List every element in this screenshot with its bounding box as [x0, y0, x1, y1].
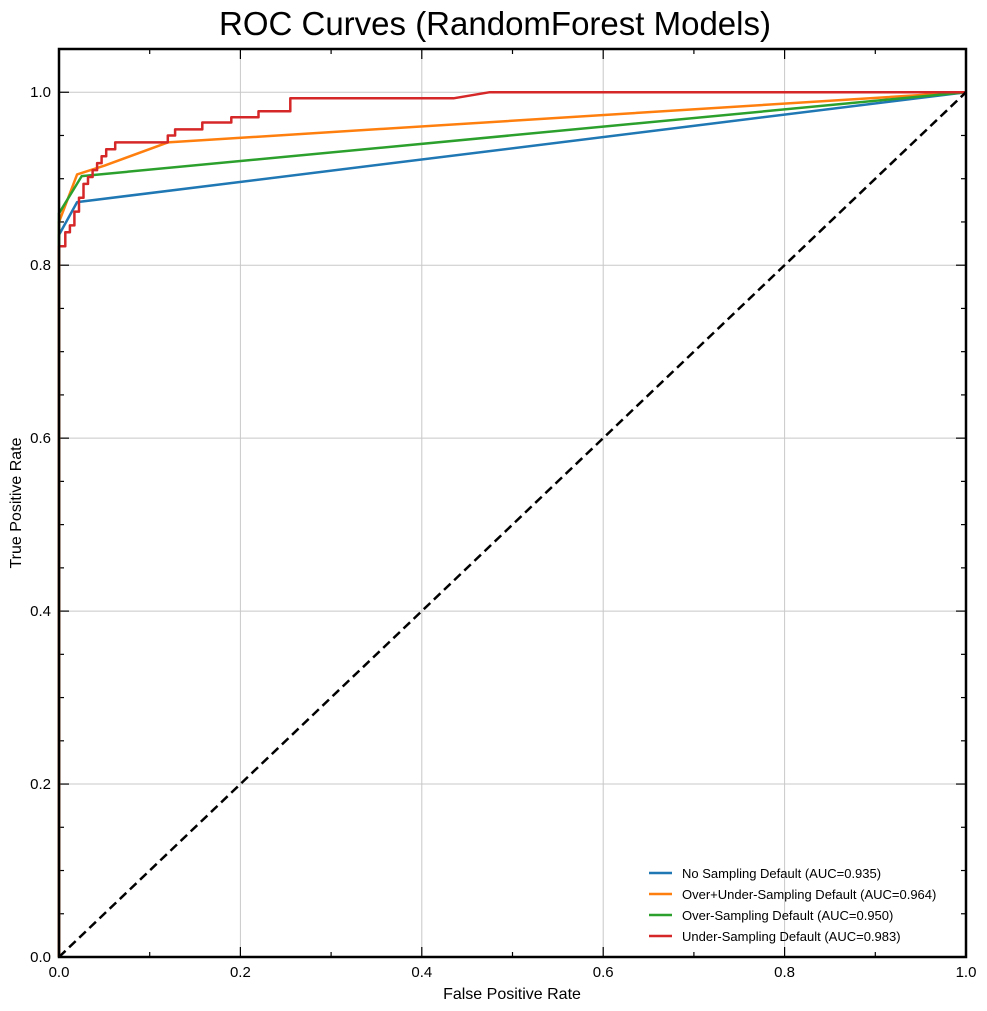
- chance-diagonal-line: [58, 91, 967, 958]
- legend-label: Over+Under-Sampling Default (AUC=0.964): [682, 887, 936, 902]
- chart-title: ROC Curves (RandomForest Models): [219, 5, 771, 42]
- y-axis-label: True Positive Rate: [8, 437, 25, 568]
- grid-lines: [58, 49, 967, 958]
- x-tick-label: 0.2: [230, 964, 251, 981]
- series-group: [57, 90, 967, 958]
- y-tick-label: 0.0: [30, 949, 51, 966]
- legend-label: Over-Sampling Default (AUC=0.950): [682, 908, 893, 923]
- y-tick-label: 1.0: [30, 84, 51, 101]
- legend: No Sampling Default (AUC=0.935) Over+Unde…: [649, 866, 936, 944]
- y-tick-label: 0.8: [30, 257, 51, 274]
- plot-frame: [57, 47, 968, 959]
- y-tick-label: 0.2: [30, 776, 51, 793]
- x-tick-label: 0.4: [411, 964, 432, 981]
- x-tick-label: 1.0: [956, 964, 977, 981]
- x-tick-label: 0.0: [49, 964, 70, 981]
- x-tick-label: 0.6: [593, 964, 614, 981]
- y-tick-label: 0.6: [30, 430, 51, 447]
- x-axis-label: False Positive Rate: [443, 986, 581, 1003]
- legend-label: Under-Sampling Default (AUC=0.983): [682, 929, 901, 944]
- legend-label: No Sampling Default (AUC=0.935): [682, 866, 881, 881]
- y-tick-label: 0.4: [30, 603, 51, 620]
- axis-ticks: 0.0 0.2 0.4 0.6 0.8 1.0 0.0 0.2 0.4 0.6 0.8 1.0: [30, 48, 977, 981]
- x-tick-label: 0.8: [774, 964, 795, 981]
- roc-line-3: [57, 90, 966, 957]
